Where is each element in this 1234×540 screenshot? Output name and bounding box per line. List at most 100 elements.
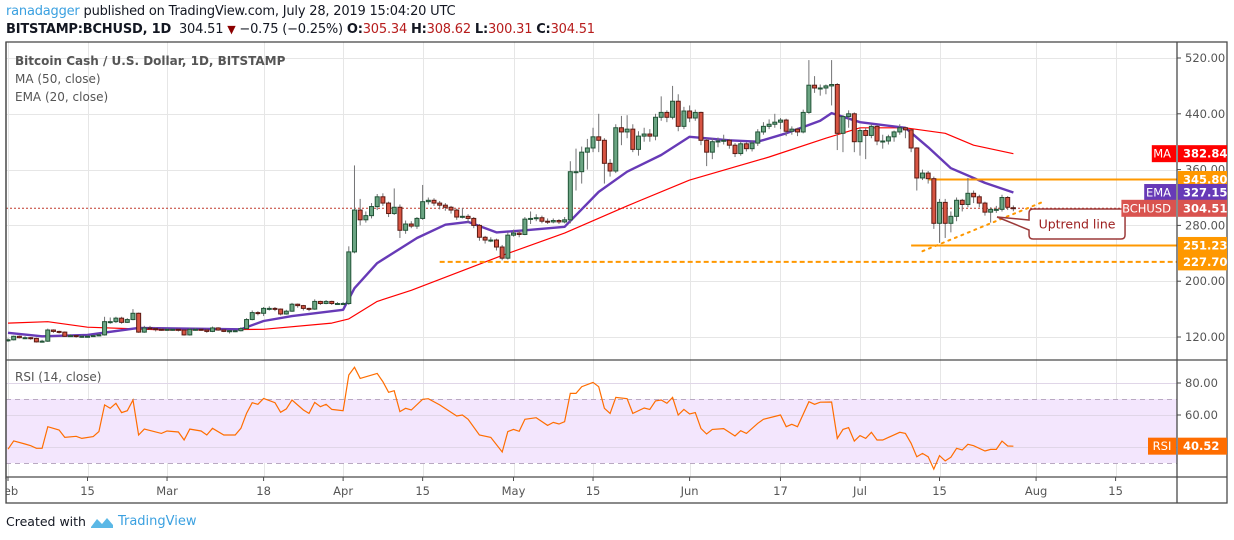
candle-body bbox=[704, 139, 710, 153]
candle-body bbox=[880, 140, 886, 143]
candle bbox=[562, 217, 568, 224]
rsi-pane bbox=[7, 366, 1014, 471]
candle bbox=[334, 302, 340, 306]
candle-body bbox=[766, 123, 772, 127]
candle-body bbox=[158, 328, 164, 331]
candle bbox=[181, 329, 187, 336]
candle-body bbox=[374, 196, 380, 208]
x-tick-label: Jun bbox=[680, 484, 699, 498]
candle bbox=[670, 85, 676, 120]
candle-body bbox=[28, 337, 34, 340]
x-tick-label: Mar bbox=[156, 484, 178, 498]
candle-body bbox=[391, 206, 397, 215]
candle bbox=[777, 117, 783, 130]
candle bbox=[687, 105, 693, 123]
candle bbox=[954, 197, 960, 222]
candle-body bbox=[812, 84, 818, 89]
candle bbox=[312, 299, 318, 310]
candle-body bbox=[931, 178, 937, 224]
candle bbox=[471, 217, 477, 229]
candle-body bbox=[414, 217, 420, 227]
candle-body bbox=[545, 220, 551, 223]
price-label-value: 251.23 bbox=[1183, 238, 1227, 252]
candle bbox=[158, 327, 164, 331]
candle-body bbox=[459, 215, 465, 218]
candle bbox=[573, 148, 579, 191]
candle-body bbox=[369, 206, 375, 217]
candle-body bbox=[448, 206, 454, 211]
y-tick-label: 120.00 bbox=[1185, 330, 1225, 344]
candle-body bbox=[272, 307, 278, 310]
candle-body bbox=[647, 133, 653, 137]
candle bbox=[783, 118, 789, 137]
candle-body bbox=[85, 335, 91, 338]
candle bbox=[715, 137, 721, 148]
candle bbox=[340, 302, 346, 306]
price-label-box bbox=[1178, 184, 1227, 202]
candle-body bbox=[227, 330, 233, 333]
price-label-ma: 382.84 MA bbox=[1151, 145, 1227, 163]
candle-body bbox=[22, 337, 28, 340]
candle bbox=[647, 129, 653, 142]
price-label-value: 227.70 bbox=[1183, 255, 1227, 269]
candle bbox=[323, 300, 329, 305]
candle-body bbox=[62, 331, 68, 337]
legend-ema[interactable]: EMA (20, close) bbox=[15, 90, 109, 104]
candle-body bbox=[1005, 197, 1011, 208]
candle-body bbox=[96, 334, 102, 337]
candle bbox=[851, 112, 857, 153]
candle bbox=[925, 170, 931, 184]
candle bbox=[505, 232, 511, 260]
candle-body bbox=[942, 201, 948, 224]
candle-body bbox=[209, 327, 215, 332]
candle-body bbox=[874, 125, 880, 142]
candle bbox=[880, 134, 886, 149]
candle-body bbox=[147, 327, 153, 330]
candle-body bbox=[539, 217, 545, 222]
candle bbox=[1005, 196, 1011, 211]
candle-body bbox=[965, 192, 971, 205]
x-tick-label: 18 bbox=[256, 484, 271, 498]
candle-body bbox=[840, 116, 846, 134]
candle-body bbox=[50, 329, 56, 332]
candle bbox=[414, 217, 420, 229]
candle-body bbox=[79, 335, 85, 338]
candle-body bbox=[306, 307, 312, 310]
candle-body bbox=[278, 308, 284, 315]
candle-body bbox=[119, 317, 125, 323]
tradingview-link[interactable]: TradingView bbox=[117, 514, 197, 529]
legend-ma[interactable]: MA (50, close) bbox=[15, 72, 101, 86]
candle bbox=[681, 106, 687, 130]
candle-body bbox=[829, 84, 835, 87]
annotation-box bbox=[996, 208, 1126, 240]
candle bbox=[993, 205, 999, 213]
candle-body bbox=[806, 84, 812, 113]
candle-body bbox=[522, 218, 528, 235]
y-tick-label: 280.00 bbox=[1185, 218, 1225, 232]
rsi-tick-label: 60.00 bbox=[1185, 408, 1218, 422]
candle bbox=[902, 127, 908, 139]
candle-body bbox=[914, 147, 920, 179]
candle-body bbox=[590, 136, 596, 149]
candle bbox=[942, 198, 948, 238]
candle-body bbox=[675, 100, 681, 127]
candle bbox=[448, 205, 454, 214]
candle bbox=[56, 330, 62, 334]
legend-rsi[interactable]: RSI (14, close) bbox=[15, 370, 102, 384]
candle-body bbox=[187, 328, 193, 336]
candle bbox=[198, 328, 204, 331]
candle bbox=[107, 317, 113, 324]
candle-body bbox=[698, 111, 704, 141]
candle bbox=[772, 113, 778, 128]
annotation-text: Uptrend line bbox=[1039, 217, 1116, 232]
candle bbox=[272, 307, 278, 312]
candle bbox=[124, 318, 130, 324]
candle-body bbox=[437, 202, 443, 206]
candle bbox=[50, 329, 56, 333]
series-tag-box bbox=[1121, 199, 1176, 217]
candle-body bbox=[420, 201, 426, 219]
candle bbox=[641, 127, 647, 142]
candle-body bbox=[39, 340, 45, 343]
author-link[interactable]: ranadagger bbox=[6, 4, 80, 19]
